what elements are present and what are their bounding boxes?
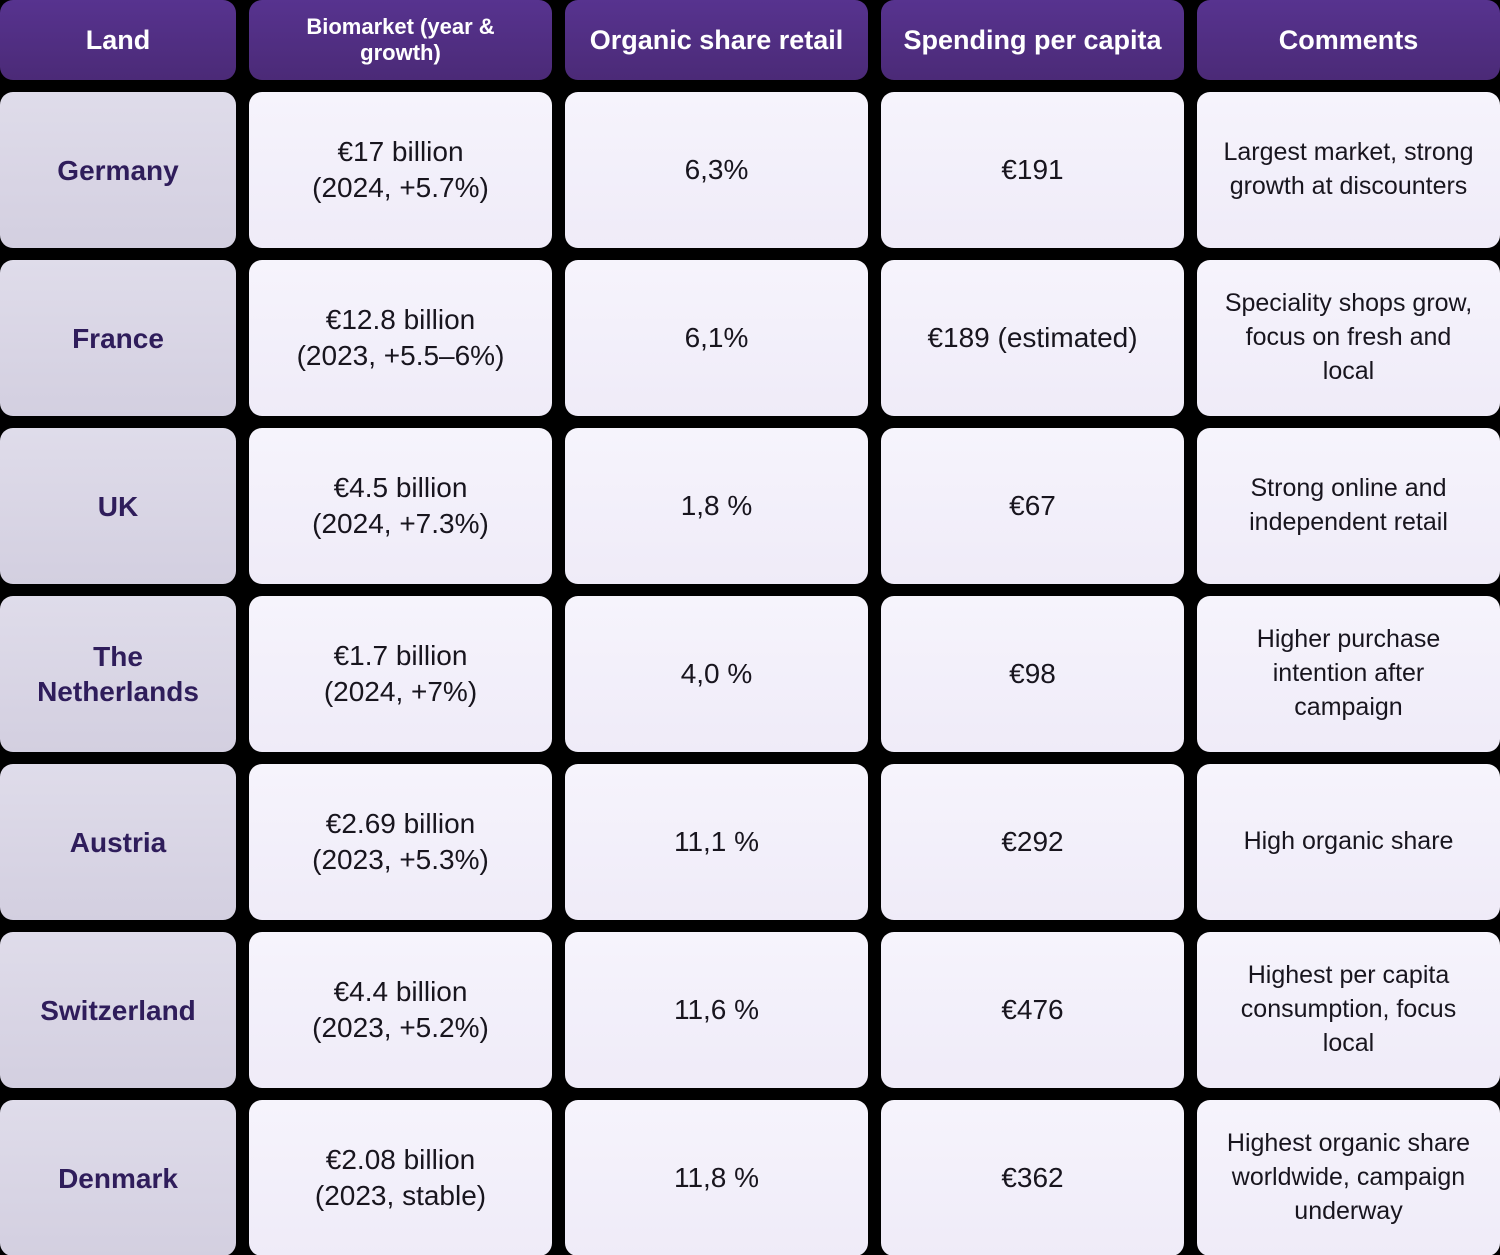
biomarket-year-growth: (2024, +7.3%) bbox=[312, 508, 489, 539]
comment-cell: Higher purchase intention after campaign bbox=[1197, 596, 1500, 752]
land-cell: Denmark bbox=[0, 1100, 236, 1255]
biomarket-year-growth: (2023, stable) bbox=[314, 1180, 487, 1211]
biomarket-cell: €2.69 billion (2023, +5.3%) bbox=[249, 764, 552, 920]
comment-cell: Highest organic share worldwide, campaig… bbox=[1197, 1100, 1500, 1255]
biomarket-cell: €2.08 billion (2023, stable) bbox=[249, 1100, 552, 1255]
organic-share-cell: 6,1% bbox=[565, 260, 868, 416]
column-header-biomarket: Biomarket (year & growth) bbox=[249, 0, 552, 80]
land-cell: UK bbox=[0, 428, 236, 584]
biomarket-value: €4.5 billion bbox=[333, 471, 468, 503]
spending-per-capita-cell: €189 (estimated) bbox=[881, 260, 1184, 416]
spending-per-capita-cell: €476 bbox=[881, 932, 1184, 1088]
comment-cell: Speciality shops grow, focus on fresh an… bbox=[1197, 260, 1500, 416]
column-header-organic-share: Organic share retail bbox=[565, 0, 868, 80]
organic-share-cell: 4,0 % bbox=[565, 596, 868, 752]
biomarket-year-growth: (2024, +5.7%) bbox=[312, 172, 489, 203]
spending-per-capita-cell: €292 bbox=[881, 764, 1184, 920]
biomarket-value: €4.4 billion bbox=[333, 975, 468, 1007]
comment-cell: Highest per capita consumption, focus lo… bbox=[1197, 932, 1500, 1088]
biomarket-value: €2.69 billion bbox=[325, 807, 476, 839]
organic-share-cell: 11,6 % bbox=[565, 932, 868, 1088]
spending-per-capita-cell: €191 bbox=[881, 92, 1184, 248]
biomarket-cell: €12.8 billion (2023, +5.5–6%) bbox=[249, 260, 552, 416]
organic-share-cell: 6,3% bbox=[565, 92, 868, 248]
biomarket-year-growth: (2024, +7%) bbox=[323, 676, 478, 707]
organic-share-cell: 1,8 % bbox=[565, 428, 868, 584]
column-header-land: Land bbox=[0, 0, 236, 80]
comment-cell: High organic share bbox=[1197, 764, 1500, 920]
biomarket-year-growth: (2023, +5.3%) bbox=[312, 844, 489, 875]
biomarket-cell: €4.5 billion (2024, +7.3%) bbox=[249, 428, 552, 584]
column-header-spending: Spending per capita bbox=[881, 0, 1184, 80]
organic-share-cell: 11,1 % bbox=[565, 764, 868, 920]
land-cell: The Netherlands bbox=[0, 596, 236, 752]
biomarket-value: €1.7 billion bbox=[333, 639, 468, 671]
biomarket-cell: €1.7 billion (2024, +7%) bbox=[249, 596, 552, 752]
land-cell: Austria bbox=[0, 764, 236, 920]
biomarket-value: €2.08 billion bbox=[325, 1143, 476, 1175]
organic-share-cell: 11,8 % bbox=[565, 1100, 868, 1255]
land-cell: France bbox=[0, 260, 236, 416]
biomarket-cell: €4.4 billion (2023, +5.2%) bbox=[249, 932, 552, 1088]
biomarket-value: €17 billion bbox=[337, 135, 464, 167]
column-header-comments: Comments bbox=[1197, 0, 1500, 80]
comment-cell: Strong online and independent retail bbox=[1197, 428, 1500, 584]
spending-per-capita-cell: €98 bbox=[881, 596, 1184, 752]
biomarket-cell: €17 billion (2024, +5.7%) bbox=[249, 92, 552, 248]
land-cell: Germany bbox=[0, 92, 236, 248]
land-cell: Switzerland bbox=[0, 932, 236, 1088]
biomarket-year-growth: (2023, +5.5–6%) bbox=[296, 340, 505, 371]
comment-cell: Largest market, strong growth at discoun… bbox=[1197, 92, 1500, 248]
spending-per-capita-cell: €67 bbox=[881, 428, 1184, 584]
biomarket-value: €12.8 billion bbox=[325, 303, 476, 335]
spending-per-capita-cell: €362 bbox=[881, 1100, 1184, 1255]
biomarket-year-growth: (2023, +5.2%) bbox=[312, 1012, 489, 1043]
